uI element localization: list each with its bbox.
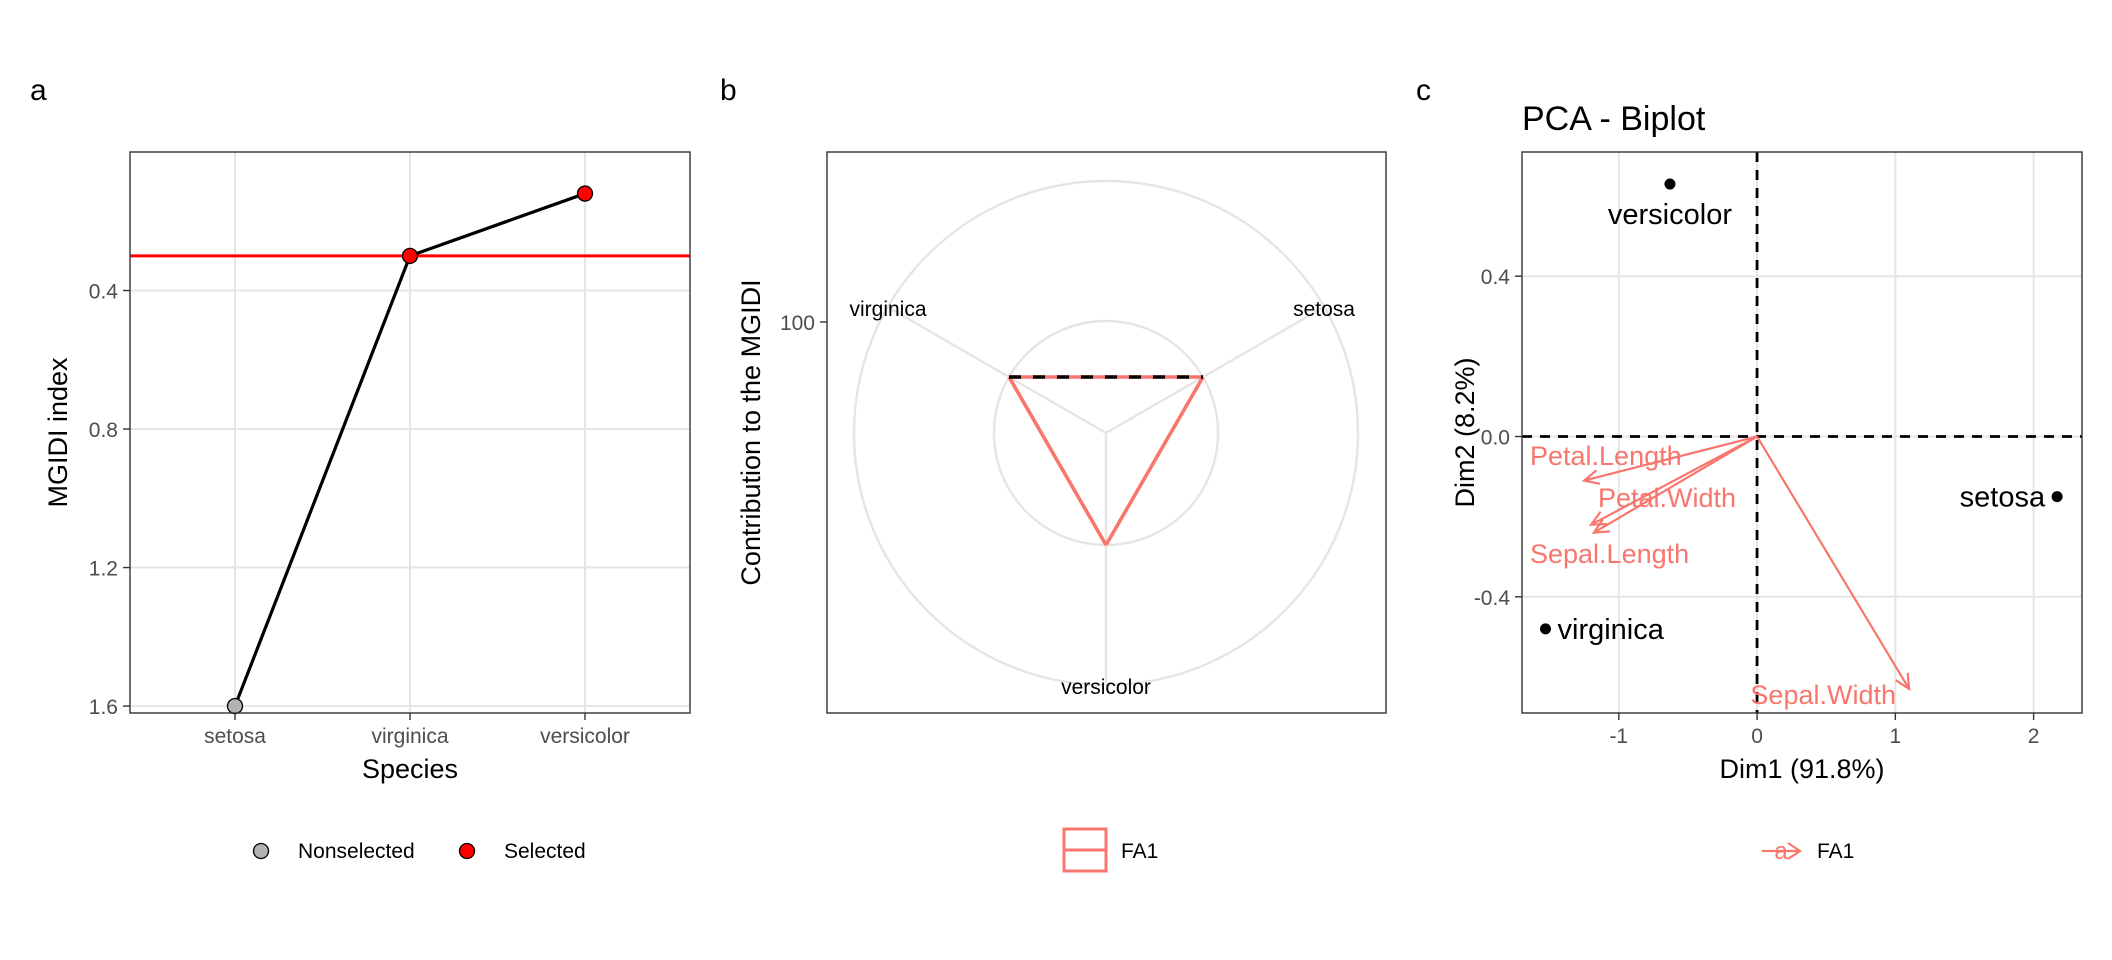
panel-a-y-ticks: 0.4 0.8 1.2 1.6 — [89, 281, 130, 719]
biplot-point — [2051, 491, 2063, 503]
legend-key-fa1-arrowhead — [1787, 842, 1802, 860]
legend-label-fa1: FA1 — [1121, 840, 1158, 863]
panel-a-y-tick-label: 1.6 — [89, 696, 118, 719]
biplot-point — [1664, 178, 1676, 190]
panel-a-legend: Nonselected Selected — [252, 840, 586, 863]
biplot-point-label: setosa — [1960, 482, 2046, 514]
panel-a-points — [226, 185, 594, 715]
biplot-vector — [1590, 435, 1758, 526]
panel-c-y-tick-label: 0.0 — [1481, 427, 1510, 450]
panel-c-x-tick-label: 0 — [1751, 725, 1763, 748]
panel-b-legend: FA1 — [1062, 827, 1158, 873]
panel-c-x-ticks: -1 0 1 2 — [1609, 713, 2039, 748]
biplot-vector-arrowhead — [1591, 518, 1610, 534]
panel-c-x-tick-label: -1 — [1609, 725, 1628, 748]
panel-a-x-tick-label: virginica — [371, 725, 448, 748]
panel-c-legend: a FA1 — [1762, 838, 1854, 865]
radar-axis-label: versicolor — [1061, 676, 1151, 699]
panel-c-x-tick-label: 1 — [1889, 725, 1901, 748]
biplot-vector-label: Petal.Length — [1530, 441, 1682, 471]
biplot-point-label: versicolor — [1608, 199, 1732, 231]
panel-c-vectors: Petal.Length Petal.Width Sepal.Length Sepal… — [1530, 435, 1911, 710]
panel-tag-c: c — [1416, 74, 1431, 107]
panel-c-y-axis-label: Dim2 (8.2%) — [1450, 357, 1480, 507]
biplot-vector-label: Sepal.Width — [1750, 680, 1896, 710]
biplot-point-label: virginica — [1558, 614, 1665, 646]
panel-c-y-ticks: -0.4 0.0 0.4 — [1474, 266, 1522, 610]
panel-c-points: versicolor setosa virginica — [1540, 178, 2063, 646]
legend-label-fa1: FA1 — [1817, 840, 1854, 863]
legend-key-fa1-glyph: a — [1774, 838, 1788, 865]
radar-spoke — [1105, 305, 1325, 435]
panel-c-x-axis-label: Dim1 (91.8%) — [1719, 754, 1884, 784]
radar-spoke — [887, 305, 1107, 435]
panel-a-y-tick-label: 1.2 — [89, 558, 118, 581]
panel-a-x-ticks: setosa virginica versicolor — [204, 713, 630, 748]
biplot-vector — [1583, 435, 1758, 482]
panel-a-x-axis-label: Species — [362, 754, 458, 784]
panel-c-y-tick-label: -0.4 — [1474, 587, 1511, 610]
biplot-vector-arrowhead — [1581, 469, 1601, 485]
legend-label-selected: Selected — [504, 840, 586, 863]
panel-b-radar-chart: setosa versicolor virginica 100 Contributi… — [736, 151, 1387, 873]
panel-a-point — [401, 247, 419, 265]
biplot-vector-arrowhead — [1588, 511, 1608, 526]
panel-tag-a: a — [30, 74, 47, 107]
panel-a-grid — [130, 152, 690, 713]
panel-b-y-axis-label: Contribution to the MGIDI — [736, 279, 766, 585]
panel-tag-b: b — [720, 74, 737, 107]
panel-c-x-tick-label: 2 — [2028, 725, 2040, 748]
panel-c-zero-lines — [1522, 152, 2082, 713]
legend-key-selected — [458, 842, 476, 860]
panel-b-y-ticks: 100 — [780, 312, 827, 335]
panel-b-radar-grid — [852, 179, 1360, 687]
radar-edge — [1104, 376, 1205, 546]
radar-edge — [1007, 376, 1108, 546]
panel-a-y-tick-label: 0.8 — [89, 419, 118, 442]
legend-label-nonselected: Nonselected — [298, 840, 415, 863]
legend-key-nonselected — [252, 842, 270, 860]
radar-axis-label: virginica — [849, 298, 926, 321]
biplot-point — [1540, 623, 1552, 635]
panel-c-title: PCA - Biplot — [1522, 100, 1706, 138]
radar-axis-label: setosa — [1293, 298, 1355, 321]
panel-c-border — [1521, 151, 2083, 714]
panel-a-point — [576, 185, 594, 202]
biplot-vector — [1593, 435, 1758, 534]
panel-b-y-tick-label: 100 — [780, 312, 815, 335]
panel-a-x-tick-label: versicolor — [540, 725, 630, 748]
biplot-vector — [1756, 435, 1911, 690]
biplot-vector-arrowhead — [1895, 672, 1911, 692]
panel-b-series — [1007, 375, 1205, 546]
panel-a-y-axis-label: MGIDI index — [43, 357, 73, 508]
biplot-vector-label: Petal.Width — [1598, 483, 1736, 513]
panel-a-x-tick-label: setosa — [204, 725, 266, 748]
biplot-vector-label: Sepal.Length — [1530, 539, 1689, 569]
panel-b-axis-labels: setosa versicolor virginica — [849, 298, 1355, 699]
panel-a-y-tick-label: 0.4 — [89, 281, 119, 304]
panel-c-pca-biplot: PCA - Biplot Petal.Length Petal.Width Sepa… — [1450, 100, 2083, 865]
panel-a-point — [226, 697, 244, 715]
panel-b-border — [826, 151, 1387, 714]
panel-a-mgidi-index-chart: 0.4 0.8 1.2 1.6 setosa virginica versicolor S… — [43, 151, 691, 863]
panel-c-y-tick-label: 0.4 — [1481, 266, 1511, 289]
